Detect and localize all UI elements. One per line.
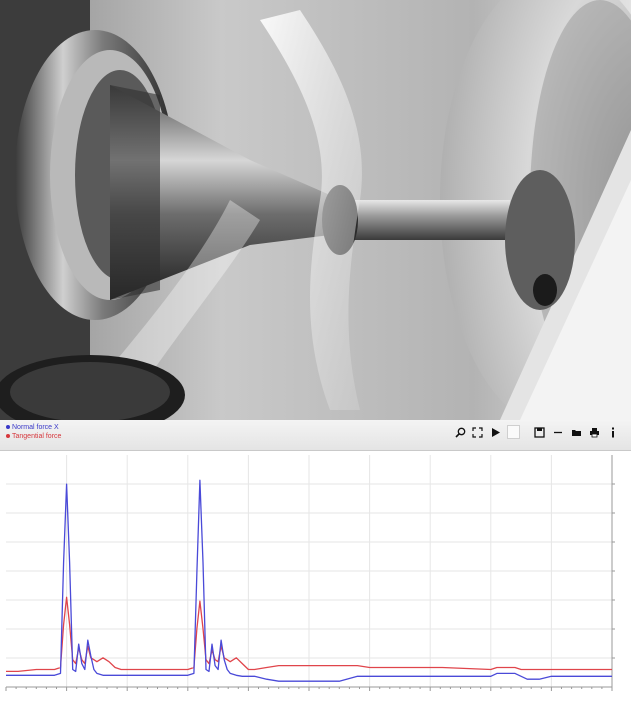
normal-force-swatch — [6, 425, 10, 430]
series-line-normal-force — [6, 479, 612, 682]
force-chart-svg — [0, 451, 631, 706]
info-icon[interactable] — [606, 425, 619, 439]
fit-icon[interactable] — [471, 425, 484, 439]
force-chart — [0, 451, 631, 706]
legend-tangential-force-label: Tangential force — [12, 433, 62, 440]
series-layer — [6, 479, 612, 682]
print-icon[interactable] — [588, 425, 601, 439]
chart-toolbar: Normal force X Tangential force — [0, 420, 631, 451]
save-icon[interactable] — [533, 425, 546, 439]
tick-layer — [5, 483, 615, 691]
tangential-force-swatch — [6, 434, 10, 439]
legend-tangential-force[interactable]: Tangential force — [6, 433, 61, 441]
minus-icon[interactable] — [551, 425, 564, 439]
legend-normal-force[interactable]: Normal force X — [6, 424, 59, 432]
legend-normal-force-label: Normal force X — [12, 424, 59, 431]
blank-icon[interactable] — [507, 425, 520, 439]
machining-photo — [0, 0, 631, 420]
zoom-icon[interactable] — [454, 425, 467, 439]
play-icon[interactable] — [489, 425, 502, 439]
open-folder-icon[interactable] — [570, 425, 583, 439]
